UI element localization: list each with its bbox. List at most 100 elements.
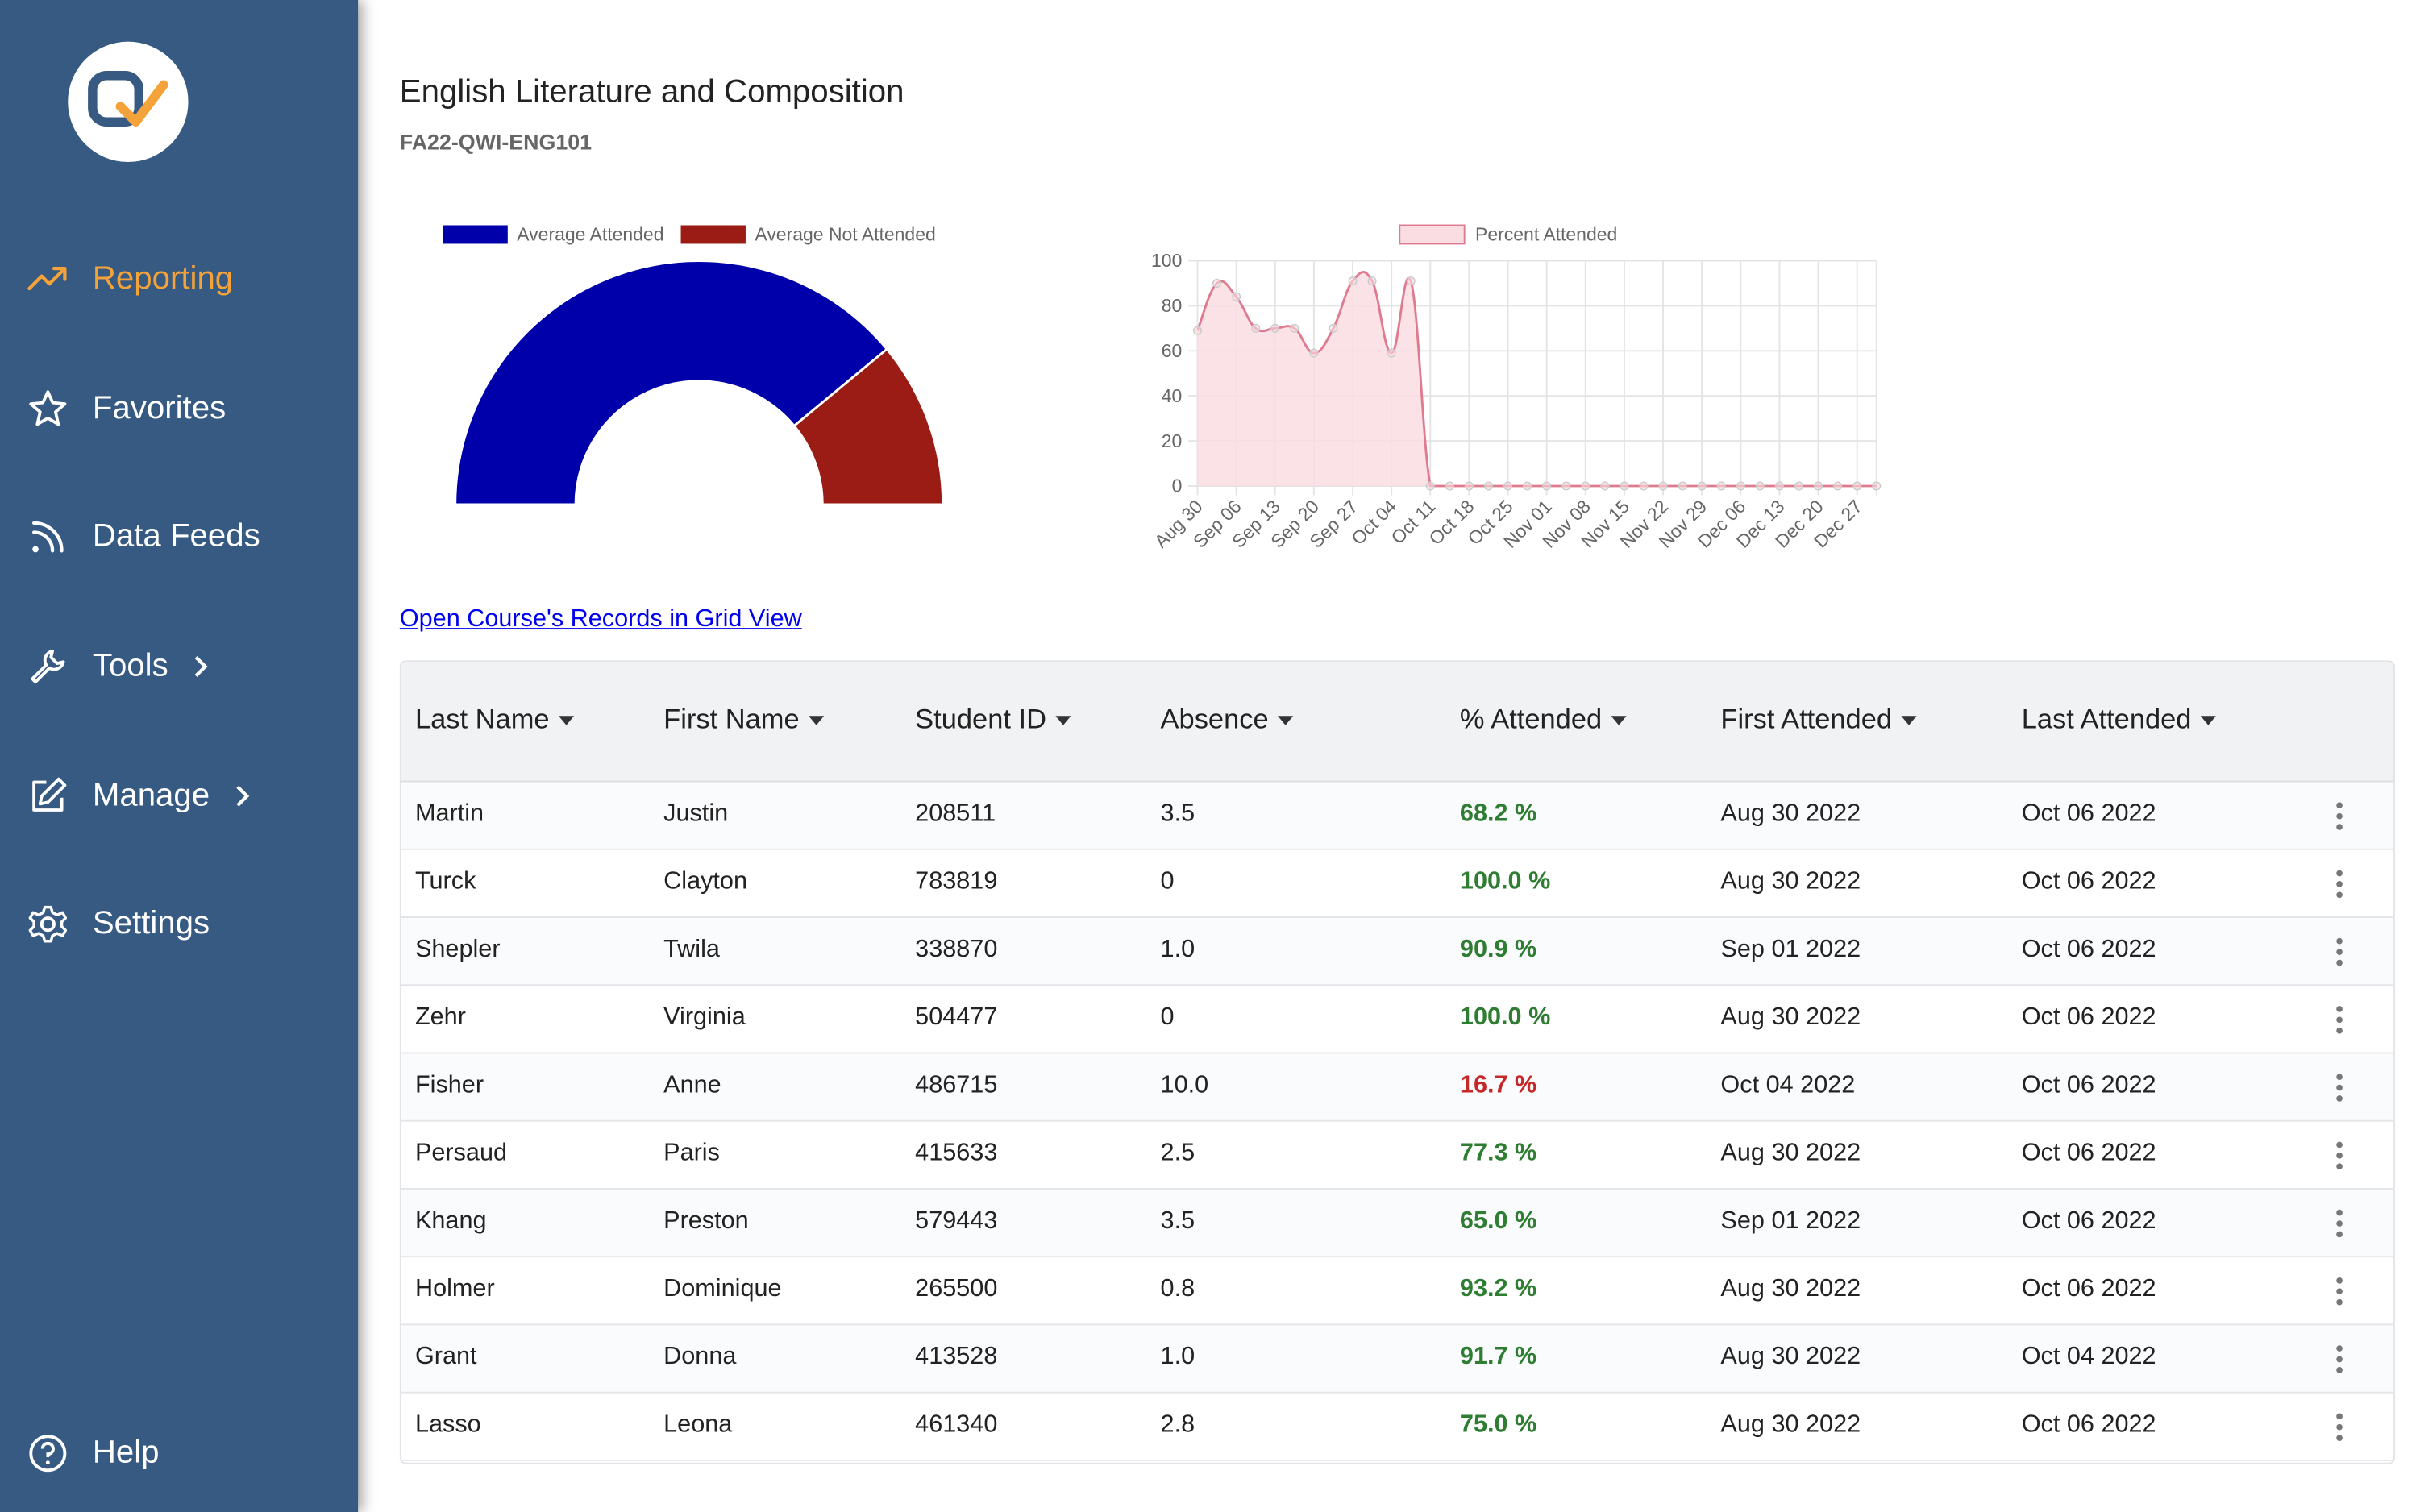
table-row: Shepler Twila 338870 1.0 90.9 % Sep 01 2022 Oc… [401, 918, 2394, 987]
nav-tools[interactable]: Tools [27, 643, 235, 689]
chevron [236, 785, 250, 807]
row-menu[interactable] [2335, 1276, 2343, 1306]
cell: Holmer [414, 1276, 495, 1302]
cell: 1.0 [1160, 936, 1195, 963]
nav-favorites[interactable]: Favorites [27, 386, 227, 432]
cell: 93.2 % [1459, 1276, 1537, 1302]
cell: 3.5 [1160, 1207, 1195, 1235]
course-title: English Literature and Composition [399, 73, 904, 110]
row-menu[interactable] [2335, 801, 2343, 832]
chevron [194, 655, 208, 677]
cell: Persaud [414, 1140, 508, 1167]
point [1270, 323, 1280, 333]
cell: Martin [414, 800, 484, 828]
cell: 461340 [915, 1411, 998, 1439]
cell: Turck [414, 868, 476, 895]
icon [28, 905, 68, 943]
doughnut-segment [792, 347, 945, 506]
column-header[interactable]: Absence [1161, 704, 1294, 736]
nav-manage[interactable]: Manage [27, 773, 277, 819]
nav-data-feeds[interactable]: Data Feeds [27, 513, 260, 559]
row-menu[interactable] [2335, 1208, 2343, 1239]
row-menu[interactable] [2335, 1072, 2343, 1103]
point [1523, 481, 1532, 491]
cell: Aug 30 2022 [1720, 800, 1861, 828]
column-header[interactable]: Last Name [415, 704, 574, 736]
nav-label: Help [92, 1435, 160, 1471]
cell: 486715 [915, 1072, 998, 1099]
logo [68, 41, 189, 163]
student-table: Last Name First Name Student ID Absence % At… [399, 660, 2395, 1464]
cell: 0.8 [1160, 1276, 1195, 1302]
point [1445, 481, 1454, 491]
kebab-icon [2336, 1277, 2343, 1306]
point [1658, 481, 1668, 491]
cell: Sep 01 2022 [1720, 936, 1861, 963]
row-menu[interactable] [2335, 1344, 2343, 1374]
cell: 3.5 [1160, 800, 1195, 828]
cell: Oct 04 2022 [2021, 1344, 2156, 1370]
cell: Oct 04 2022 [1720, 1072, 1856, 1099]
kebab-icon [2336, 1345, 2343, 1373]
column-header[interactable]: % Attended [1460, 704, 1627, 736]
row-menu[interactable] [2335, 869, 2343, 899]
nav-help[interactable]: Help [27, 1431, 160, 1477]
point [1581, 481, 1590, 491]
row-menu[interactable] [2335, 1412, 2343, 1443]
cell: Dominique [663, 1276, 782, 1302]
point [1367, 276, 1377, 286]
area [1197, 272, 1877, 487]
legend-swatch [443, 225, 508, 244]
point [1406, 276, 1416, 286]
y-tick-label: 100 [1151, 250, 1182, 271]
cell: Donna [663, 1344, 737, 1370]
cell: 1.0 [1160, 1344, 1195, 1370]
cell: 504477 [915, 1004, 998, 1031]
legend-swatch [680, 225, 746, 244]
point [1561, 481, 1571, 491]
point [1329, 323, 1338, 333]
cell: 2.5 [1160, 1140, 1195, 1167]
cell: Anne [663, 1072, 721, 1099]
logo-icon [88, 71, 168, 127]
cell: Aug 30 2022 [1720, 1004, 1861, 1031]
cell: Oct 06 2022 [2021, 936, 2156, 963]
cell: Oct 06 2022 [2021, 1411, 2156, 1439]
cell: Oct 06 2022 [2021, 800, 2156, 828]
cell: Oct 06 2022 [2021, 1276, 2156, 1302]
legend-label: Average Attended [517, 224, 663, 245]
cell: Virginia [663, 1004, 746, 1031]
table-row: Khang Preston 579443 3.5 65.0 % Sep 01 2022 Oc… [401, 1189, 2394, 1258]
point [1425, 481, 1435, 491]
cell: Khang [414, 1207, 487, 1235]
legend-label: Average Not Attended [755, 224, 935, 245]
column-header[interactable]: First Name [663, 704, 824, 736]
nav-settings[interactable]: Settings [27, 901, 210, 947]
y-tick-label: 0 [1172, 476, 1183, 496]
kebab-icon [2336, 870, 2343, 899]
y-tick-label: 80 [1162, 295, 1183, 316]
point [1736, 481, 1745, 491]
cell: 77.3 % [1459, 1140, 1537, 1167]
point [1697, 481, 1707, 491]
column-header[interactable]: First Attended [1720, 704, 1916, 736]
point [1814, 481, 1823, 491]
nav-label: Manage [92, 777, 210, 813]
row-menu[interactable] [2335, 937, 2343, 967]
column-header[interactable]: Student ID [915, 704, 1071, 736]
row-menu[interactable] [2335, 1140, 2343, 1171]
cell: 10.0 [1160, 1072, 1209, 1099]
nav-label: Favorites [92, 390, 227, 426]
grid-view-link[interactable]: Open Course's Records in Grid View [399, 606, 802, 633]
table-row: Holmer Dominique 265500 0.8 93.2 % Aug 30 202… [401, 1257, 2394, 1326]
cell: Shepler [414, 936, 501, 963]
kebab-icon [2336, 802, 2343, 830]
point [1542, 481, 1552, 491]
kebab-icon [2336, 1209, 2343, 1238]
cell: Zehr [414, 1004, 466, 1031]
y-tick-label: 40 [1162, 385, 1183, 406]
row-menu[interactable] [2335, 1004, 2343, 1035]
nav-reporting[interactable]: Reporting [27, 256, 233, 302]
doughnut-segment [454, 260, 889, 506]
column-header[interactable]: Last Attended [2022, 704, 2216, 736]
